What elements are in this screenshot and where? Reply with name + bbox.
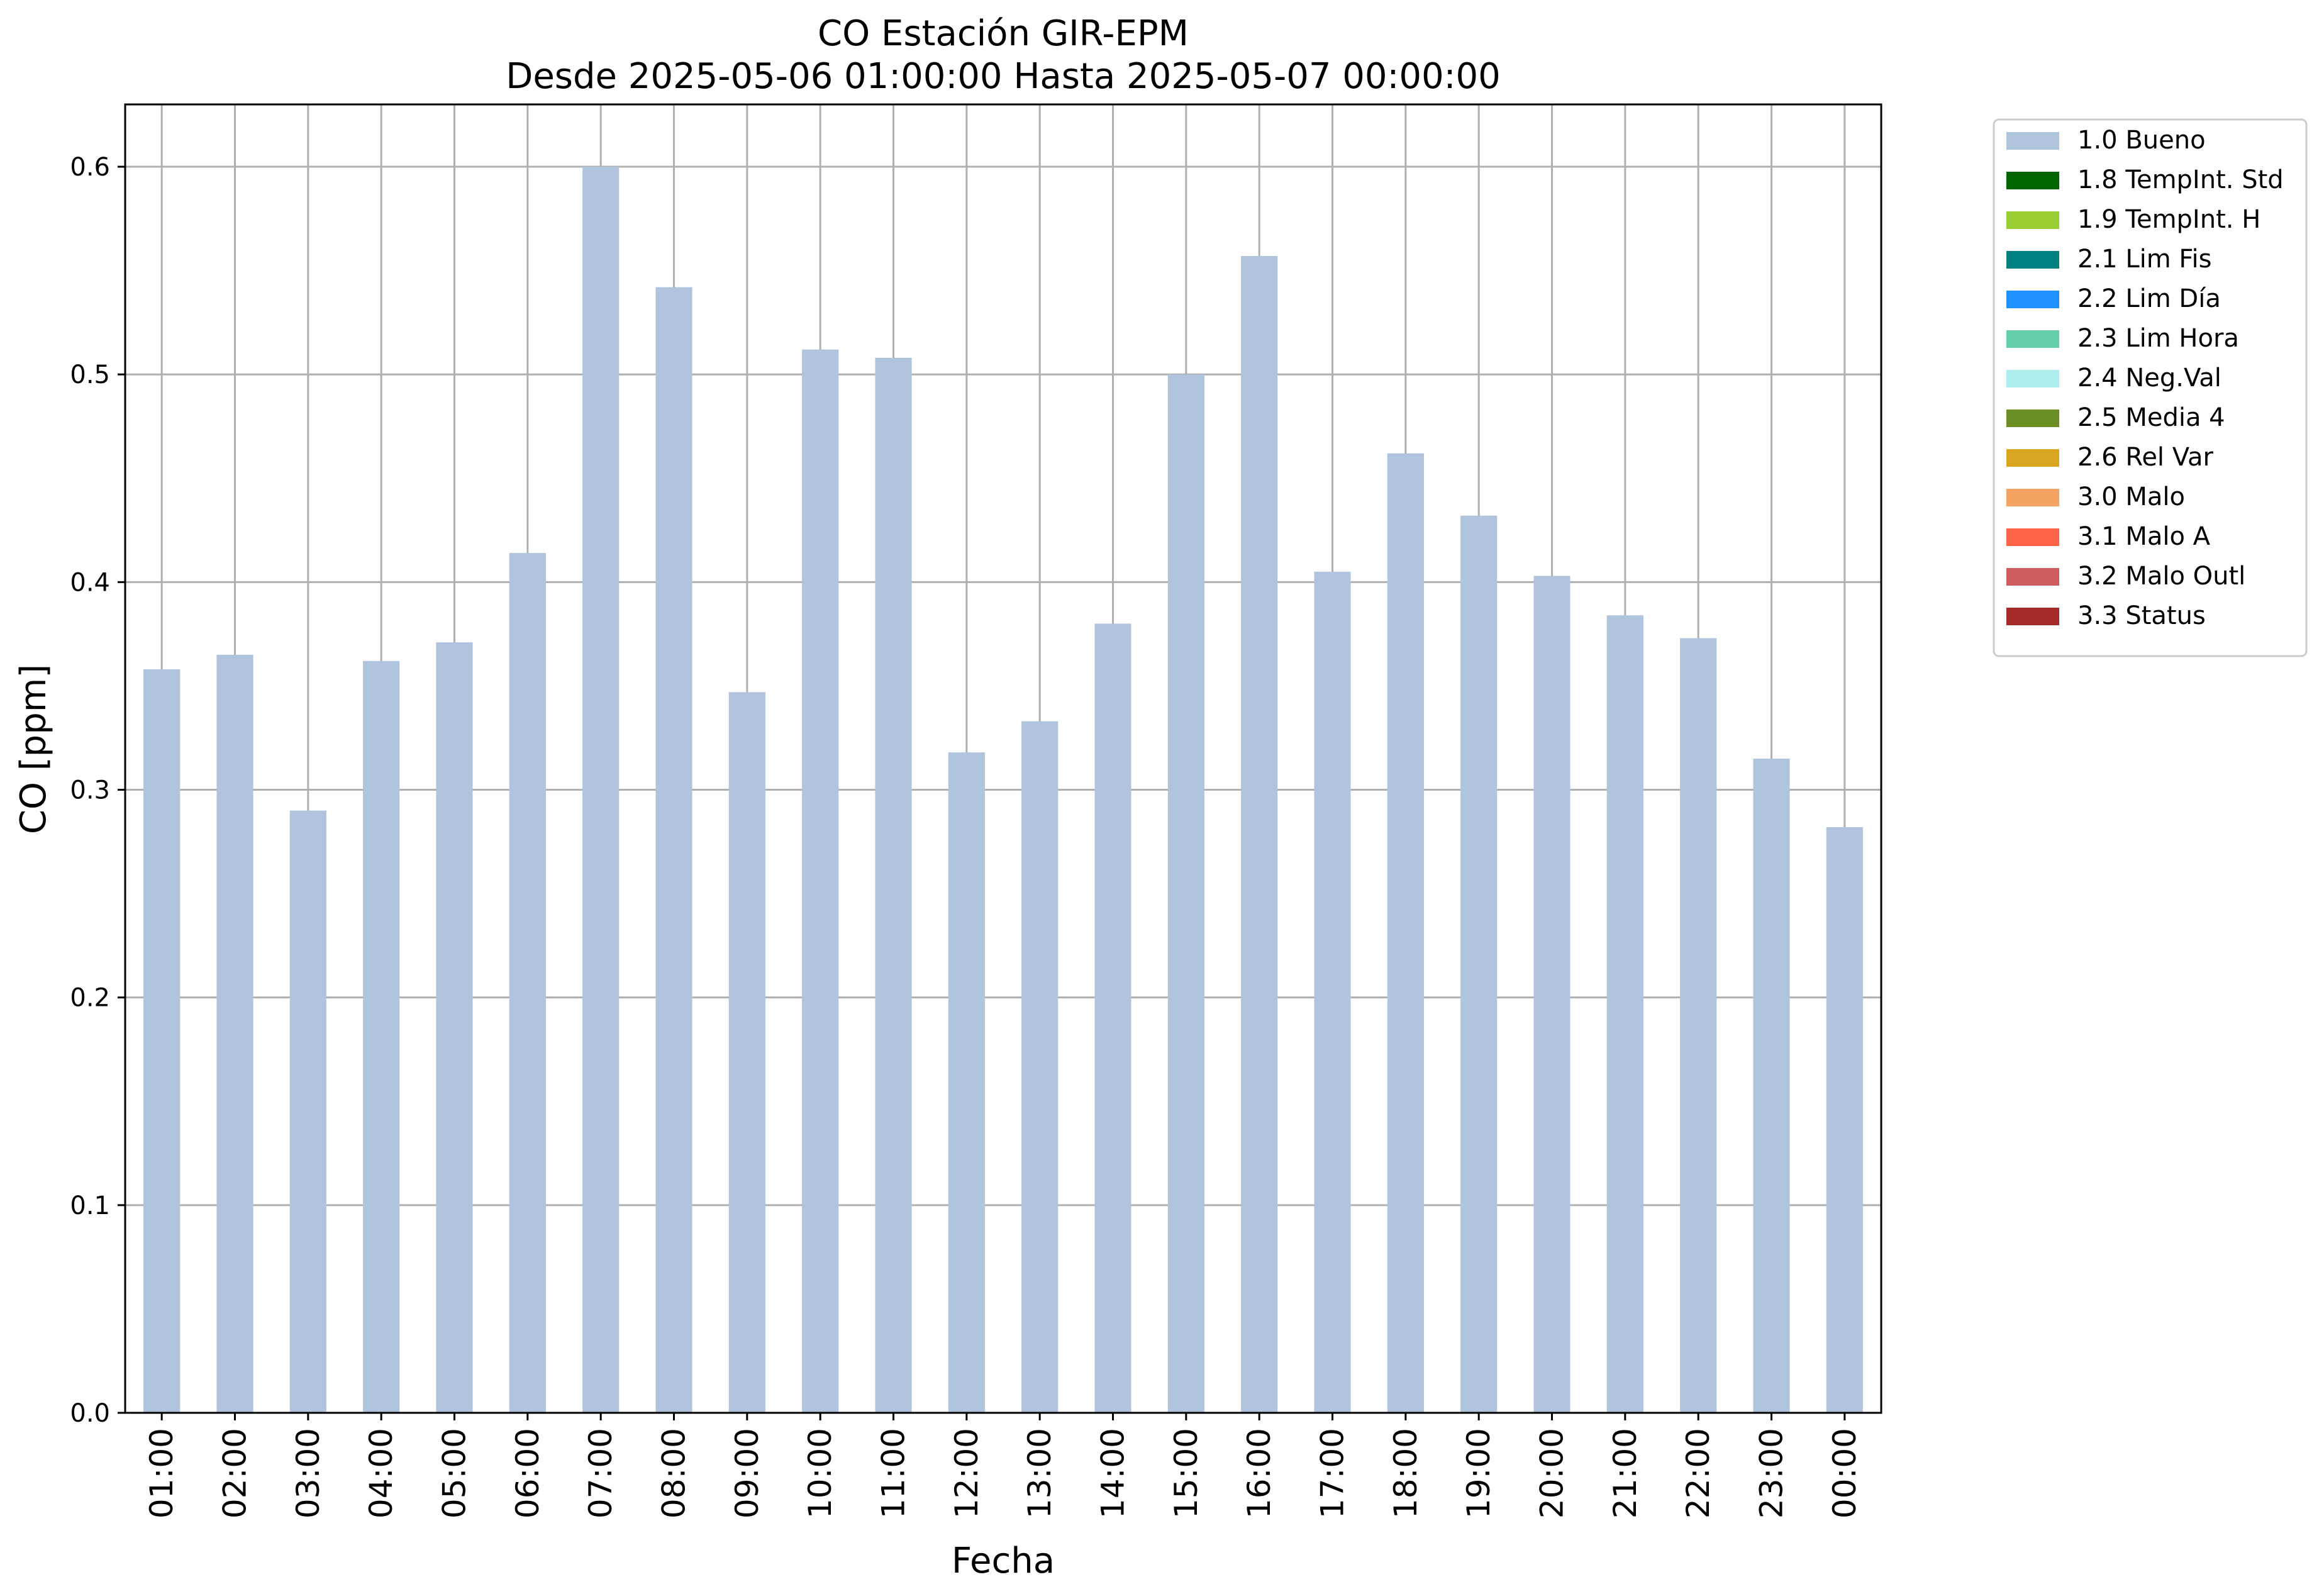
legend-label: 2.4 Neg.Val: [2077, 364, 2221, 393]
legend-swatch: [2006, 528, 2059, 546]
legend-box: [1993, 118, 2308, 657]
legend-label: 1.8 TempInt. Std: [2077, 165, 2284, 194]
bar-2200: [1680, 638, 1717, 1413]
bar-2300: [1753, 759, 1790, 1413]
bar-1700: [1314, 571, 1351, 1413]
y-tick-label: 0.5: [70, 360, 110, 389]
x-tick-label: 15:00: [1168, 1428, 1204, 1519]
x-tick-label: 23:00: [1754, 1428, 1790, 1519]
y-tick-label: 0.1: [70, 1191, 110, 1220]
bar-0900: [728, 692, 765, 1413]
bar-2100: [1606, 615, 1643, 1413]
x-tick-label: 22:00: [1680, 1428, 1716, 1519]
legend-label: 3.1 Malo A: [2077, 522, 2211, 551]
legend-label: 2.6 Rel Var: [2077, 443, 2214, 472]
legend-label: 2.2 Lim Día: [2077, 284, 2221, 313]
y-tick-label: 0.3: [70, 776, 110, 805]
x-tick-label: 10:00: [802, 1428, 838, 1519]
x-tick-label: 21:00: [1607, 1428, 1643, 1519]
legend-swatch: [2006, 291, 2059, 308]
legend-label: 1.9 TempInt. H: [2077, 205, 2260, 234]
y-tick-label: 0.6: [70, 153, 110, 182]
bar-0300: [289, 810, 326, 1413]
legend-label: 3.3 Status: [2077, 601, 2206, 630]
x-tick-label: 09:00: [729, 1428, 765, 1519]
legend-swatch: [2006, 489, 2059, 506]
x-tick-label: 14:00: [1095, 1428, 1131, 1519]
legend-label: 3.2 Malo Outl: [2077, 562, 2245, 591]
x-tick-label: 04:00: [363, 1428, 399, 1519]
bar-1800: [1387, 453, 1424, 1413]
plot-area: 0.0 0.1 0.2 0.3 0.4 0.5 0.6 01:00 02:00 03:00 04:0…: [70, 103, 1882, 1519]
x-tick-label: 13:00: [1021, 1428, 1058, 1519]
bar-1100: [875, 357, 912, 1413]
x-tick-label: 01:00: [143, 1428, 180, 1519]
legend-swatch: [2006, 211, 2059, 229]
x-tick-label: 05:00: [436, 1428, 473, 1519]
bar-1000: [802, 349, 839, 1413]
x-tick-label: 11:00: [876, 1428, 912, 1519]
x-tick-label: 06:00: [509, 1428, 546, 1519]
legend-swatch: [2006, 410, 2059, 427]
legend-swatch: [2006, 132, 2059, 150]
legend: 1.0 Bueno 1.8 TempInt. Std 1.9 TempInt. H 2…: [1993, 118, 2308, 657]
y-axis-label: CO [ppm]: [13, 664, 54, 834]
legend-label: 2.3 Lim Hora: [2077, 324, 2239, 353]
legend-label: 1.0 Bueno: [2077, 126, 2206, 155]
legend-swatch: [2006, 608, 2059, 625]
chart-title: CO Estación GIR-EPM: [818, 13, 1189, 54]
legend-swatch: [2006, 330, 2059, 348]
bar-0800: [655, 287, 692, 1413]
x-tick-label: 08:00: [656, 1428, 692, 1519]
y-tick-label: 0.4: [70, 568, 110, 597]
bar-1900: [1460, 515, 1498, 1413]
legend-label: 3.0 Malo: [2077, 482, 2185, 511]
legend-swatch: [2006, 172, 2059, 189]
legend-swatch: [2006, 251, 2059, 269]
y-tick-label: 0.0: [70, 1399, 110, 1428]
x-tick-label: 12:00: [948, 1428, 985, 1519]
x-tick-label: 20:00: [1534, 1428, 1571, 1519]
bar-1400: [1094, 623, 1131, 1413]
plot-frame: [124, 103, 1882, 1414]
x-tick-label: 02:00: [217, 1428, 253, 1519]
legend-swatch: [2006, 449, 2059, 467]
bar-1200: [948, 752, 985, 1413]
bar-0400: [363, 660, 400, 1413]
x-tick-label: 17:00: [1315, 1428, 1351, 1519]
x-tick-label: 03:00: [290, 1428, 326, 1519]
legend-swatch: [2006, 370, 2059, 387]
x-tick-label: 19:00: [1460, 1428, 1497, 1519]
bar-0000: [1826, 827, 1863, 1413]
legend-label: 2.5 Media 4: [2077, 403, 2225, 432]
bar-1600: [1241, 256, 1278, 1413]
x-tick-label: 18:00: [1387, 1428, 1424, 1519]
bar-0700: [582, 167, 620, 1413]
bar-0500: [436, 642, 473, 1413]
legend-label: 2.1 Lim Fis: [2077, 245, 2211, 274]
bar-2000: [1533, 576, 1571, 1413]
bar-0200: [216, 654, 253, 1413]
x-tick-label: 07:00: [582, 1428, 619, 1519]
y-tick-label: 0.2: [70, 984, 110, 1013]
bar-0100: [143, 669, 181, 1413]
x-tick-label: 00:00: [1826, 1428, 1863, 1519]
chart-subtitle: Desde 2025-05-06 01:00:00 Hasta 2025-05-…: [506, 56, 1501, 97]
legend-swatch: [2006, 568, 2059, 586]
bar-1300: [1021, 721, 1059, 1413]
bar-0600: [509, 553, 546, 1413]
x-axis-label: Fecha: [952, 1541, 1055, 1581]
x-tick-label: 16:00: [1241, 1428, 1277, 1519]
bar-1500: [1167, 374, 1204, 1413]
